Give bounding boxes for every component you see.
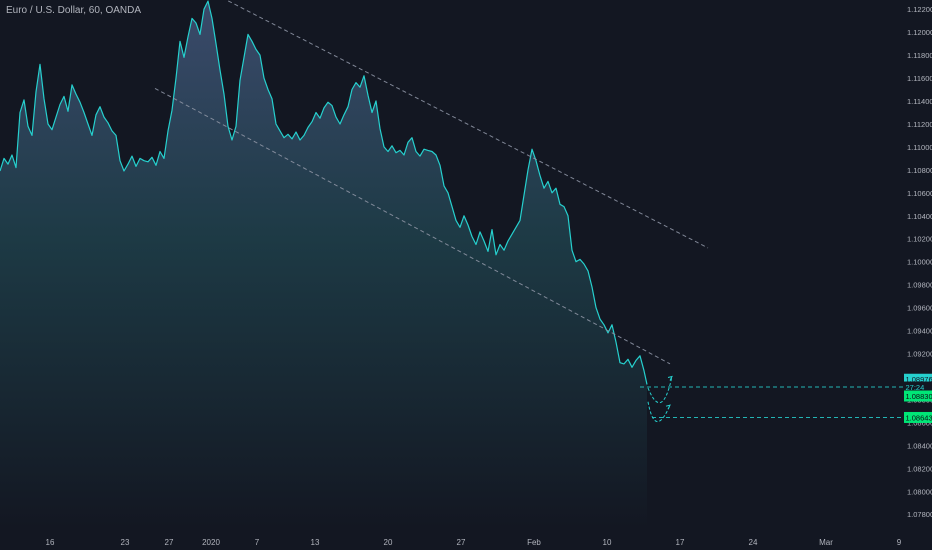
price-tick-label: 1.08400 <box>907 441 932 450</box>
price-tick-label: 1.09400 <box>907 327 932 336</box>
price-label-text: 1.08976 <box>906 375 932 384</box>
price-tick-label: 1.10800 <box>907 166 932 175</box>
price-tick-label: 1.11200 <box>907 120 932 129</box>
projection-arrow-icon <box>667 375 673 381</box>
trendline-1[interactable] <box>222 0 709 249</box>
trendline-layer <box>154 0 709 365</box>
price-area-fill <box>0 1 647 529</box>
time-axis[interactable]: 16 23 27 2020 7 13 20 27 Feb 10 17 24 Mar 9 <box>46 538 902 547</box>
price-tick-label: 1.09600 <box>907 304 932 313</box>
price-label-badge <box>904 381 932 393</box>
price-label-badge <box>904 411 932 423</box>
time-tick-label: 23 <box>121 538 130 547</box>
time-tick-label: 10 <box>603 538 612 547</box>
area-layer <box>0 1 647 529</box>
price-tick-label: 1.12200 <box>907 5 932 14</box>
price-label-badge <box>904 390 932 402</box>
time-tick-label: 27 <box>457 538 466 547</box>
time-tick-label: 2020 <box>202 538 220 547</box>
price-tick-label: 1.07800 <box>907 510 932 519</box>
projection-layer <box>647 375 673 423</box>
chart-title: Euro / U.S. Dollar, 60, OANDA <box>6 5 142 16</box>
price-label-badge <box>904 373 932 385</box>
price-tick-label: 1.10200 <box>907 235 932 244</box>
trendline-2[interactable] <box>154 87 671 365</box>
price-tick-label: 1.11600 <box>907 74 932 83</box>
price-label-text: 1.08643 <box>906 413 932 422</box>
time-tick-label: 20 <box>384 538 393 547</box>
price-tick-label: 1.10400 <box>907 212 932 221</box>
time-tick-label: 7 <box>255 538 260 547</box>
projection-path-1[interactable] <box>647 376 673 404</box>
price-axis[interactable]: 1.12200 1.12000 1.11800 1.11600 1.11400 1.112… <box>907 5 932 519</box>
time-tick-label: 27 <box>165 538 174 547</box>
guide-layer <box>640 386 903 418</box>
price-tick-label: 1.09800 <box>907 281 932 290</box>
price-tick-label: 1.10600 <box>907 189 932 198</box>
price-tick-label: 1.11400 <box>907 97 932 106</box>
time-tick-label: 17 <box>676 538 685 547</box>
price-line <box>0 0 648 385</box>
time-tick-label: 13 <box>311 538 320 547</box>
price-tick-label: 1.08200 <box>907 464 932 473</box>
time-tick-label: Feb <box>527 538 541 547</box>
time-tick-label: 24 <box>749 538 758 547</box>
price-tick-label: 1.11000 <box>907 143 932 152</box>
projection-path-2[interactable] <box>647 401 671 423</box>
price-tick-label: 1.10000 <box>907 258 932 267</box>
price-tick-label: 1.11800 <box>907 51 932 60</box>
price-tick-label: 1.09200 <box>907 350 932 359</box>
time-tick-label: Mar <box>819 538 833 547</box>
price-label-text: 27:24 <box>906 383 925 392</box>
time-tick-label: 16 <box>46 538 55 547</box>
projection-arrow-icon <box>665 404 671 410</box>
price-label-text: 1.08830 <box>906 392 932 401</box>
line-layer <box>0 0 648 385</box>
price-tick-label: 1.12000 <box>907 28 932 37</box>
time-tick-label: 9 <box>897 538 902 547</box>
price-tick-label: 1.08000 <box>907 487 932 496</box>
